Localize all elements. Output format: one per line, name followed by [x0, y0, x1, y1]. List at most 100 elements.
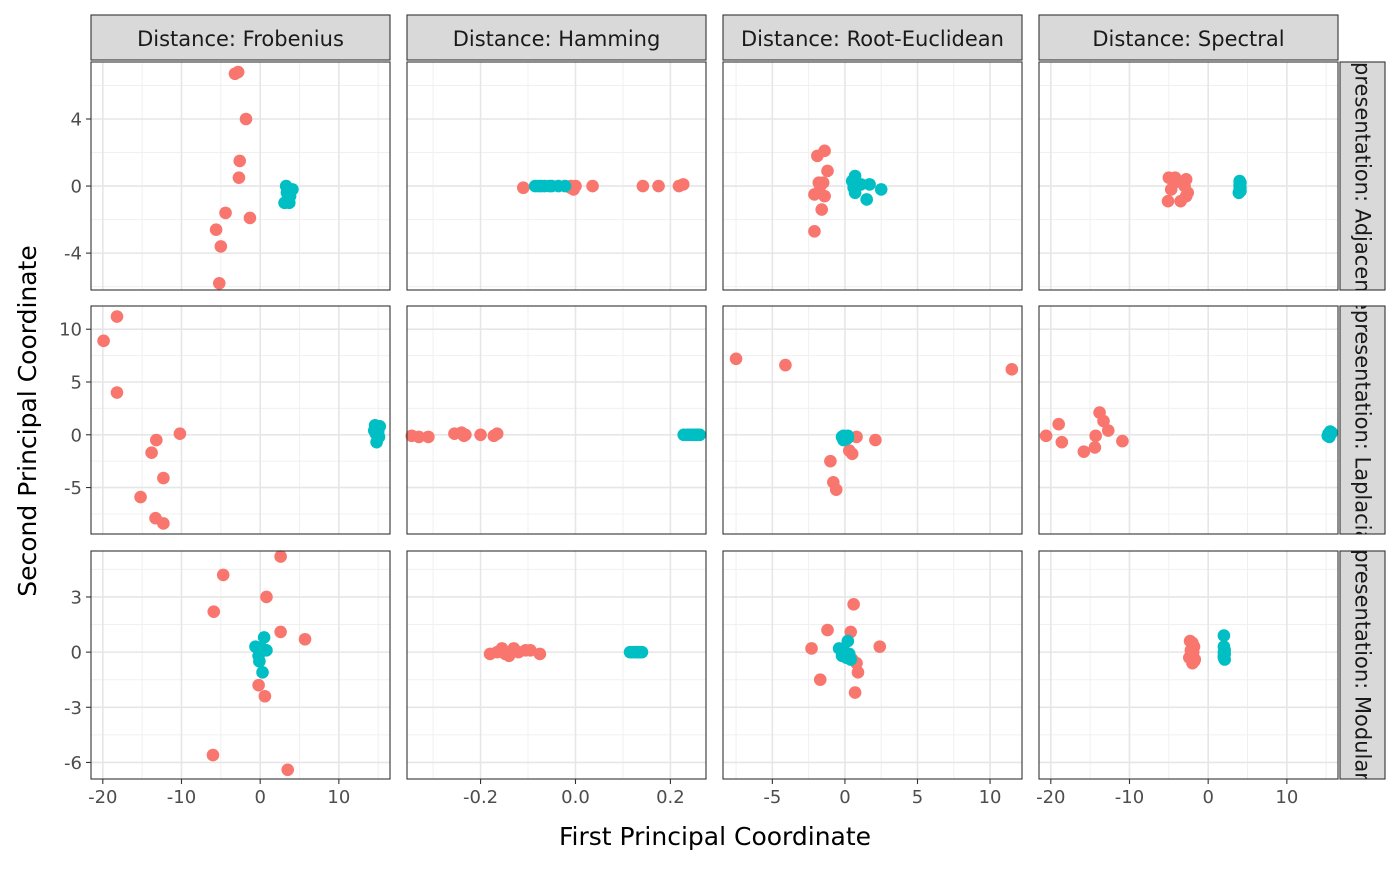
y-tick-label: 5 [71, 373, 82, 394]
panel-background [407, 62, 706, 290]
y-tick-label: 4 [71, 110, 82, 131]
data-point [821, 164, 834, 178]
data-point [110, 310, 124, 323]
data-point [829, 483, 843, 496]
data-point [1116, 434, 1129, 448]
facet-row-label: Representation: Modularity [1351, 523, 1375, 808]
panel-border [1038, 305, 1339, 535]
panel-background [407, 306, 706, 534]
facet-column-label: Distance: Spectral [1092, 27, 1284, 51]
data-point [110, 386, 124, 399]
y-tick-label: -3 [64, 698, 82, 719]
facet-strip-row: Representation: Laplacian [1339, 283, 1386, 556]
facet-panel [1038, 550, 1339, 780]
facet-panel [1038, 61, 1339, 291]
data-point [219, 206, 232, 220]
panel-background [91, 551, 390, 779]
data-point [676, 178, 690, 191]
panel-background [723, 551, 1022, 779]
data-point [422, 430, 435, 444]
data-point [97, 334, 110, 348]
facet-panel [405, 305, 707, 535]
panel-background [723, 306, 1022, 534]
facet-column-label: Distance: Hamming [453, 27, 661, 51]
x-tick-label: 0 [1202, 787, 1213, 808]
data-point [257, 631, 271, 644]
y-tick-label: 0 [71, 425, 82, 446]
data-point [243, 211, 257, 225]
data-point [569, 179, 582, 193]
data-point [1174, 194, 1187, 208]
data-point [1052, 417, 1065, 431]
data-point [216, 568, 230, 582]
data-point [818, 189, 831, 203]
x-tick-label: 5 [912, 787, 923, 808]
y-tick-label: 0 [71, 177, 82, 198]
x-tick-label: 10 [327, 787, 350, 808]
strip-background [722, 14, 1023, 61]
facet-panel [1038, 305, 1339, 535]
data-point [845, 447, 859, 461]
y-tick-label: 10 [59, 320, 82, 341]
strip-background [1038, 14, 1339, 61]
data-point [233, 154, 247, 168]
data-point [1323, 430, 1336, 444]
panel-border [406, 550, 707, 780]
strip-background [90, 14, 391, 61]
panel-border [722, 550, 1023, 780]
panel-border [722, 305, 1023, 535]
data-point [808, 188, 821, 201]
data-point [811, 149, 824, 163]
data-point [636, 179, 650, 193]
data-point [848, 186, 862, 200]
y-tick-label: -4 [64, 244, 82, 265]
data-point [1218, 653, 1231, 666]
data-point [253, 655, 266, 668]
data-point [837, 643, 850, 657]
data-point [490, 427, 504, 441]
y-axis-title: Second Principal Coordinate [13, 245, 42, 596]
facet-panel [406, 550, 707, 780]
panel-background [407, 551, 706, 779]
data-point [813, 673, 827, 687]
x-axis-title: First Principal Coordinate [559, 822, 871, 851]
facet-row-label: Representation: Laplacian [1351, 283, 1375, 556]
data-point [1164, 183, 1178, 196]
data-point [558, 179, 572, 193]
data-point [150, 433, 163, 447]
data-point [847, 598, 860, 611]
data-point [256, 666, 269, 679]
data-point [370, 435, 383, 449]
panel-border [722, 61, 1023, 291]
data-point [844, 653, 858, 666]
data-point [586, 179, 599, 193]
data-point [459, 428, 472, 442]
panel-border [90, 550, 391, 780]
data-point [145, 446, 158, 460]
data-point [209, 223, 223, 236]
data-point [239, 112, 253, 126]
panel-border [1038, 61, 1339, 291]
data-point [1187, 655, 1201, 668]
data-point [821, 623, 834, 637]
data-point [860, 193, 873, 206]
x-tick-label: 0 [254, 787, 265, 808]
x-tick-label: 0.0 [561, 787, 590, 808]
data-point [533, 647, 547, 661]
panel-background [1039, 306, 1338, 534]
panel-border [406, 61, 707, 291]
data-point [212, 276, 226, 290]
x-tick-label: -0.2 [463, 787, 498, 808]
data-point [1097, 414, 1110, 428]
data-point [1089, 429, 1102, 443]
data-point [805, 642, 818, 655]
data-point [652, 179, 665, 193]
x-tick-label: -10 [167, 787, 196, 808]
strip-background [1339, 61, 1386, 291]
x-tick-label: 0 [839, 787, 850, 808]
x-tick-label: -10 [1115, 787, 1144, 808]
data-point [1233, 178, 1246, 191]
data-point [838, 430, 852, 444]
